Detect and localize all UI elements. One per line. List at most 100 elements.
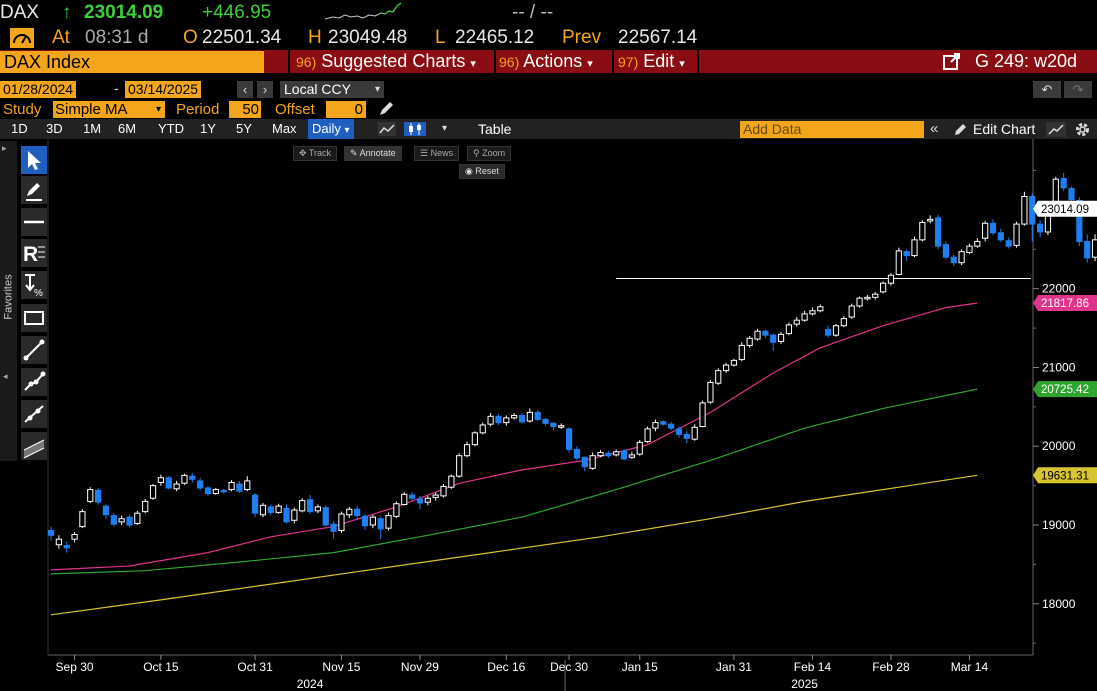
period-tab-max[interactable]: Max — [272, 121, 297, 136]
candle-body — [487, 415, 494, 425]
period-tab-ytd[interactable]: YTD — [158, 121, 184, 136]
menu-label: Edit — [643, 51, 675, 71]
channel-tool[interactable] — [21, 432, 47, 461]
reset-button[interactable]: ◉ Reset — [459, 164, 505, 179]
reset-label: Reset — [475, 166, 499, 176]
candle — [699, 400, 706, 428]
candle-body — [942, 244, 949, 258]
ray-tool[interactable] — [21, 400, 47, 429]
horizontal-line-tool[interactable] — [21, 208, 47, 237]
x-tick-label: Mar 14 — [951, 660, 989, 674]
price-tag-bg — [1033, 467, 1097, 484]
study-select[interactable]: Simple MA ▾ — [53, 101, 165, 118]
add-data-input[interactable]: Add Data — [740, 121, 924, 138]
text-tool[interactable]: R — [21, 239, 47, 268]
candle-body — [934, 217, 942, 247]
candle — [966, 243, 973, 255]
candle-body — [314, 506, 321, 512]
zoom-button[interactable]: ⚲ Zoom — [467, 146, 512, 161]
fibonacci-tool[interactable]: % — [21, 271, 47, 300]
candle — [314, 504, 321, 514]
chart-edit-icon[interactable] — [1046, 122, 1066, 137]
frequency-value: Daily — [312, 121, 341, 136]
candle-body — [997, 232, 1004, 241]
candle-body — [856, 297, 863, 307]
table-button[interactable]: Table — [478, 121, 512, 137]
period-tab-5y[interactable]: 5Y — [236, 121, 252, 136]
candle-body — [840, 318, 847, 327]
news-button[interactable]: ☰ News — [414, 146, 460, 161]
period-tab-3d[interactable]: 3D — [46, 121, 63, 136]
candle-body — [534, 411, 541, 420]
prev-range-button[interactable]: ‹ — [237, 81, 253, 98]
candle-body — [809, 310, 816, 315]
gear-icon[interactable] — [1074, 121, 1091, 138]
zoom-icon: ⚲ — [473, 148, 480, 158]
trendline-tool[interactable] — [21, 336, 47, 365]
candle — [801, 310, 808, 322]
annotate-button[interactable]: ✎ Annotate — [344, 146, 402, 161]
candle-body — [126, 516, 133, 526]
candle-body — [291, 509, 298, 521]
candle — [377, 516, 384, 540]
candlestick-icon[interactable] — [404, 122, 426, 136]
candle-body — [762, 330, 769, 336]
candle — [511, 413, 518, 420]
pen-tool[interactable] — [21, 176, 47, 205]
actions-menu[interactable]: 96) Actions ▾ — [499, 50, 593, 73]
edit-chart-button[interactable]: Edit Chart — [973, 121, 1036, 137]
undo-button[interactable]: ↶ — [1033, 81, 1061, 98]
candle-body — [361, 515, 369, 527]
candle-body — [165, 477, 172, 489]
x-tick-label: Feb 14 — [794, 660, 832, 674]
next-range-button[interactable]: › — [257, 81, 273, 98]
polyline-icon — [24, 371, 46, 391]
candle-body — [346, 508, 353, 516]
price-tag: 23014.09 — [1033, 200, 1097, 217]
frequency-select[interactable]: Daily ▾ — [308, 119, 354, 139]
candle-body — [550, 422, 557, 428]
security-field[interactable]: DAX Index — [0, 51, 264, 73]
rectangle-tool[interactable] — [21, 304, 47, 333]
candle — [432, 492, 439, 501]
candle-body — [707, 381, 714, 403]
candle-body — [283, 507, 290, 523]
pointer-tool[interactable] — [21, 146, 47, 175]
function-code: G 249: w20d — [975, 51, 1078, 71]
candle — [456, 453, 463, 478]
line-chart-icon[interactable] — [378, 122, 396, 136]
track-button[interactable]: ✥ Track — [293, 146, 338, 161]
x-tick-label: Nov 15 — [322, 660, 360, 674]
period-tab-6m[interactable]: 6M — [118, 121, 137, 136]
candle-body — [864, 296, 871, 300]
favorites-panel[interactable]: ▸ Favorites ◂ — [0, 141, 17, 461]
candle — [1013, 221, 1020, 248]
suggested-charts-menu[interactable]: 96) Suggested Charts ▾ — [296, 50, 476, 73]
start-date-field[interactable]: 01/28/2024 — [0, 81, 77, 98]
y-tick-label: 19000 — [1042, 518, 1076, 532]
candle — [165, 476, 172, 490]
collapse-icon[interactable]: « — [930, 120, 939, 137]
price-tags: 23014.09 21817.86 20725.42 19631.31 — [1033, 200, 1097, 484]
candle — [597, 450, 604, 458]
period-tab-1m[interactable]: 1M — [83, 121, 102, 136]
multi-line-tool[interactable] — [21, 368, 47, 397]
y-tick-label: 21000 — [1042, 360, 1076, 374]
redo-button[interactable]: ↷ — [1064, 81, 1092, 98]
edit-menu[interactable]: 97) Edit ▾ — [618, 50, 685, 73]
offset-field[interactable]: 0 — [326, 101, 366, 118]
end-date-field[interactable]: 03/14/2025 — [125, 81, 202, 98]
pencil-icon[interactable] — [377, 101, 395, 118]
candle — [55, 535, 62, 549]
candle — [204, 486, 212, 496]
popout-icon[interactable] — [943, 53, 961, 70]
candle — [291, 507, 298, 524]
price-chart[interactable]: 18000 19000 20000 21000 22000 Sep 30 Oct 15 Oc… — [0, 139, 1097, 691]
candle — [330, 521, 337, 539]
period-tab-1y[interactable]: 1Y — [200, 121, 216, 136]
period-tab-1d[interactable]: 1D — [11, 121, 28, 136]
reset-icon: ◉ — [465, 166, 473, 176]
currency-select[interactable]: Local CCY ▾ — [280, 81, 384, 98]
period-field[interactable]: 50 — [229, 101, 261, 118]
chart-type-caret-icon[interactable]: ▾ — [442, 123, 448, 134]
